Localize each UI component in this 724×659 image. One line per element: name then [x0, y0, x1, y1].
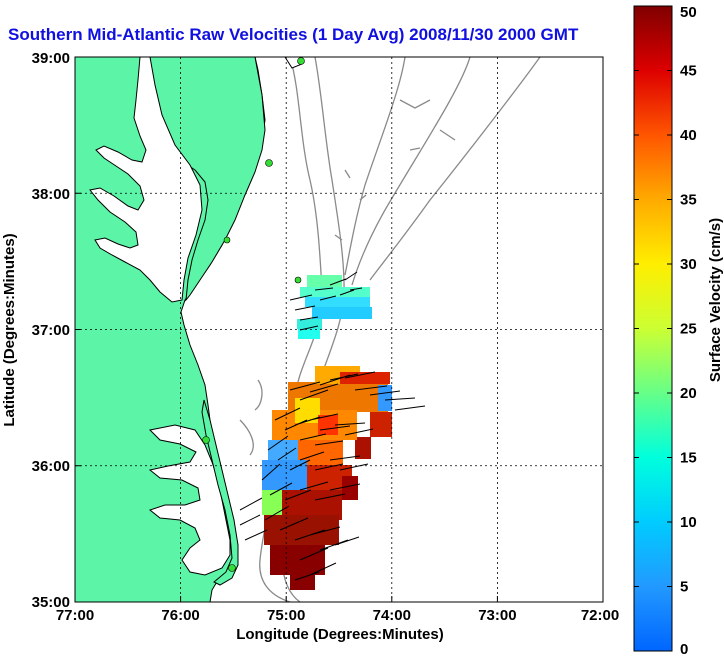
colorbar-tick-label: 0 [680, 641, 688, 658]
colorbar-tick-labels: 0 5 10 15 20 25 30 35 40 45 50 [680, 4, 697, 658]
x-axis-label: Longitude (Degrees:Minutes) [236, 626, 444, 643]
lat-tick-label: 37:00 [32, 322, 70, 339]
lat-tick-label: 35:00 [32, 594, 70, 611]
chesapeake-bay [89, 57, 203, 303]
colorbar-tick-label: 40 [680, 127, 697, 144]
station-marker [228, 564, 236, 572]
colorbar-ticks [634, 5, 672, 652]
map-grid [75, 57, 603, 602]
velocity-field-north [297, 275, 372, 339]
colorbar-gradient [633, 5, 673, 652]
lon-tick-labels: 77:00 76:00 75:00 74:00 73:00 72:00 [56, 607, 619, 624]
station-marker [265, 159, 273, 167]
colorbar: 0 5 10 15 20 25 30 35 40 45 50 Surface Velocity (c… [633, 4, 724, 658]
colorbar-label: Surface Velocity (cm/s) [707, 218, 724, 382]
colorbar-tick-label: 20 [680, 385, 697, 402]
lat-tick-label: 36:00 [32, 458, 70, 475]
velocity-field-south [262, 366, 392, 590]
lat-tick-label: 38:00 [32, 186, 70, 203]
map-title: Southern Mid-Atlantic Raw Velocities (1 … [8, 25, 579, 44]
outer-banks [201, 399, 239, 586]
lon-tick-label: 75:00 [267, 607, 305, 624]
lon-tick-label: 72:00 [581, 607, 619, 624]
lat-tick-label: 39:00 [32, 50, 70, 67]
colorbar-tick-label: 15 [680, 450, 697, 467]
lon-tick-label: 74:00 [373, 607, 411, 624]
velocity-vectors [239, 271, 426, 581]
lat-tick-labels: 39:00 38:00 37:00 36:00 35:00 [32, 50, 70, 611]
station-marker [294, 276, 302, 284]
colorbar-tick-label: 45 [680, 63, 697, 80]
y-axis-label: Latitude (Degrees:Minutes) [1, 233, 18, 426]
colorbar-tick-label: 35 [680, 192, 697, 209]
station-marker [297, 57, 305, 65]
lon-tick-label: 73:00 [478, 607, 516, 624]
station-marker [202, 436, 210, 444]
lon-tick-label: 77:00 [56, 607, 94, 624]
lon-tick-label: 76:00 [161, 607, 199, 624]
colorbar-tick-label: 10 [680, 514, 697, 531]
radar-stations [202, 57, 305, 572]
plot-area [75, 57, 603, 602]
colorbar-tick-label: 25 [680, 321, 697, 338]
colorbar-tick-label: 5 [680, 579, 688, 596]
colorbar-tick-label: 30 [680, 256, 697, 273]
tick-marks [75, 192, 498, 602]
colorbar-tick-label: 50 [680, 4, 697, 21]
station-marker [223, 236, 231, 244]
